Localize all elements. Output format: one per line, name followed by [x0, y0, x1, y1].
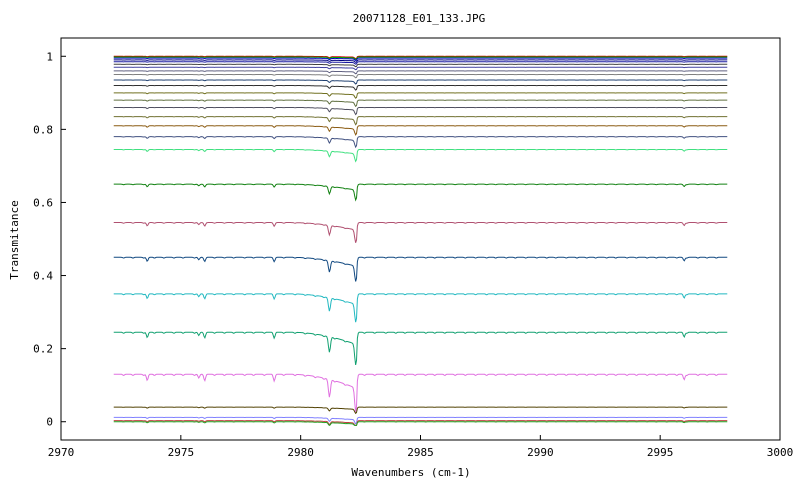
series-line [113, 406, 728, 415]
series-line [113, 293, 728, 323]
chart-title: 20071128_E01_133.JPG [353, 12, 485, 25]
x-tick-label: 2970 [48, 446, 75, 459]
y-axis: 0 0.2 0.4 0.6 0.8 1 [33, 50, 66, 429]
series-line [113, 183, 728, 202]
y-tick-label: 0 [46, 416, 53, 429]
y-tick-label: 0.4 [33, 270, 53, 283]
series-line [113, 92, 728, 99]
series-line [113, 66, 728, 71]
series-line [113, 222, 728, 243]
x-tick-label: 2985 [407, 446, 434, 459]
series-line [113, 416, 728, 425]
series-line [113, 99, 728, 108]
x-axis: 2970 2975 2980 2985 2990 2995 3000 [48, 435, 794, 459]
series-line [113, 136, 728, 149]
plot-area [60, 37, 781, 441]
series-line [113, 106, 728, 116]
y-axis-title: Transmitance [8, 200, 21, 279]
x-tick-label: 2990 [527, 446, 554, 459]
series-line [113, 55, 728, 60]
x-axis-title: Wavenumbers (cm-1) [351, 466, 470, 479]
series-line [113, 331, 728, 366]
series-line [113, 61, 728, 65]
y-tick-label: 1 [46, 50, 53, 63]
series-line [113, 420, 728, 426]
series-line [113, 70, 728, 75]
series-line [113, 421, 728, 426]
series-line [113, 74, 728, 79]
series-line [113, 125, 728, 136]
series-line [113, 85, 728, 91]
series-line [113, 57, 728, 62]
x-tick-label: 2980 [287, 446, 314, 459]
series-line [113, 116, 728, 126]
series-line [113, 148, 728, 163]
series-layer [113, 55, 728, 426]
y-tick-label: 0.8 [33, 123, 53, 136]
series-line [113, 59, 728, 63]
series-line [113, 373, 728, 412]
x-tick-label: 2995 [647, 446, 674, 459]
y-tick-label: 0.2 [33, 343, 53, 356]
x-tick-label: 3000 [767, 446, 794, 459]
series-line [113, 56, 728, 60]
series-line [113, 79, 728, 85]
x-tick-label: 2975 [168, 446, 195, 459]
series-line [113, 63, 728, 68]
series-line [113, 256, 728, 282]
y-tick-label: 0.6 [33, 196, 53, 209]
